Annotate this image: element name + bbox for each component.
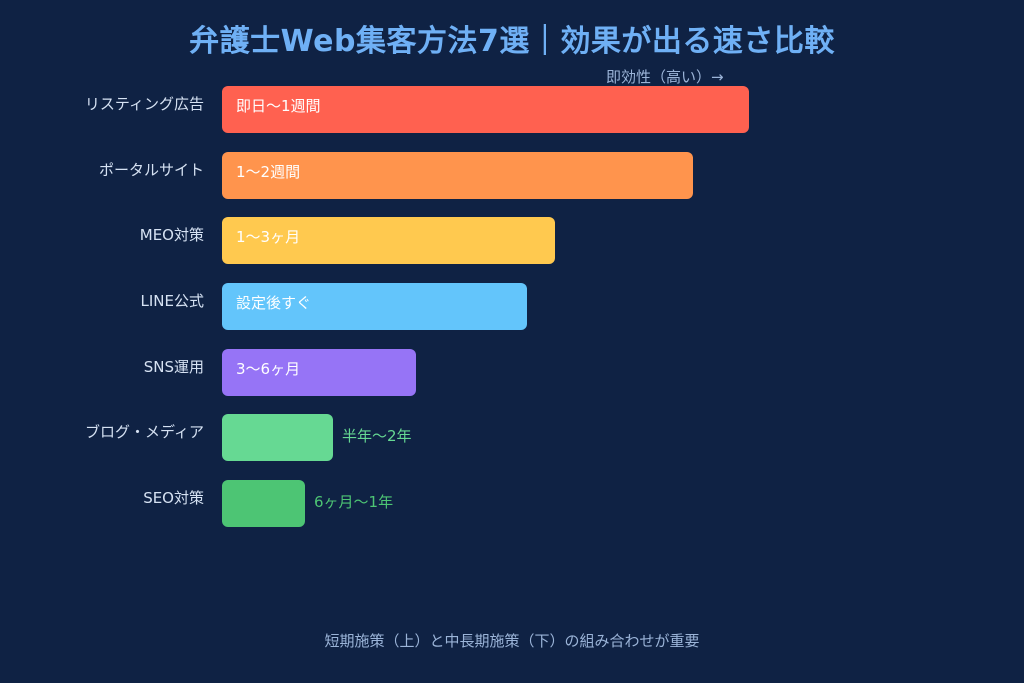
chart-row: LINE公式 設定後すぐ [0,283,1024,330]
footer-note: 短期施策（上）と中長期施策（下）の組み合わせが重要 [324,632,700,650]
value-label: 1〜3ヶ月 [236,228,301,246]
value-label: 1〜2週間 [236,163,301,181]
chart-row: SNS運用 3〜6ヶ月 [0,349,1024,396]
bar: 1〜2週間 [222,152,693,199]
category-label: ポータルサイト [98,161,204,179]
chart-row: SEO対策 6ヶ月〜1年 [0,480,1024,527]
chart-row: MEO対策 1〜3ヶ月 [0,217,1024,264]
chart-row: ブログ・メディア 半年〜2年 [0,414,1024,461]
bar [222,480,305,527]
category-label: MEO対策 [139,226,204,244]
value-label: 設定後すぐ [236,294,312,312]
bar: 3〜6ヶ月 [222,349,416,396]
value-label: 即日〜1週間 [236,97,321,115]
bar: 1〜3ヶ月 [222,217,555,264]
value-label: 半年〜2年 [342,427,412,445]
bar: 即日〜1週間 [222,86,749,133]
category-label: リスティング広告 [84,95,204,113]
value-label: 3〜6ヶ月 [236,360,301,378]
bar [222,414,333,461]
chart-title: 弁護士Web集客方法7選｜効果が出る速さ比較 [189,24,835,59]
bar: 設定後すぐ [222,283,527,330]
axis-note: 即効性（高い）→ [606,68,724,86]
value-label: 6ヶ月〜1年 [314,493,394,511]
category-label: SNS運用 [143,358,204,376]
chart-row: リスティング広告 即日〜1週間 [0,86,1024,133]
category-label: SEO対策 [143,489,204,507]
category-label: ブログ・メディア [85,423,204,441]
chart-row: ポータルサイト 1〜2週間 [0,152,1024,199]
category-label: LINE公式 [140,292,204,310]
